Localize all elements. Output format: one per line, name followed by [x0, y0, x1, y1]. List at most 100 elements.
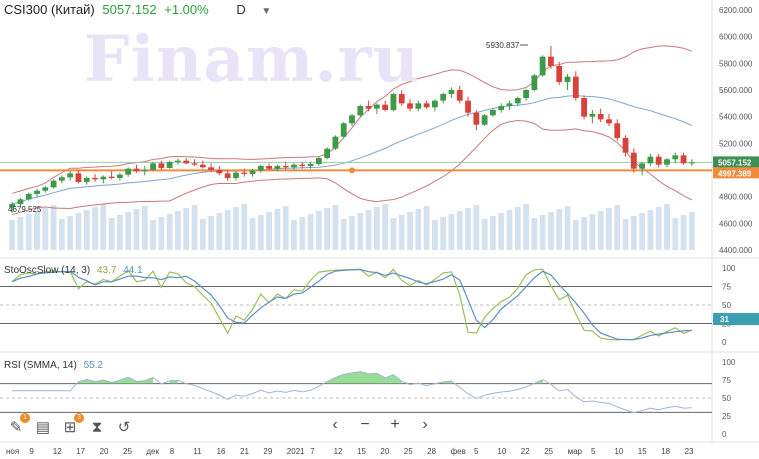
volume-bar: [680, 215, 687, 250]
volume-bar: [175, 211, 181, 250]
candle-body: [630, 152, 637, 169]
volume-bar: [83, 210, 90, 250]
time-tick-label: 9: [29, 447, 34, 456]
volume-bar: [382, 204, 389, 250]
pencil-icon[interactable]: ✎ 1: [5, 413, 30, 438]
candle-body: [199, 164, 206, 168]
candle-body: [514, 98, 521, 104]
volume-bar: [25, 214, 32, 250]
rsi-tick-label: 25: [722, 412, 731, 421]
candle-body: [92, 178, 98, 180]
candle-body: [75, 173, 82, 182]
time-tick-label: 5: [474, 447, 479, 456]
candle-body: [365, 106, 372, 109]
candle-body: [572, 76, 579, 98]
candle-body: [9, 204, 16, 208]
chevron-down-icon[interactable]: ▼: [261, 6, 272, 17]
price-tick-label: 5600.000: [719, 86, 753, 95]
stoch-badge-text: 31: [720, 315, 729, 324]
candle-body: [398, 94, 405, 104]
candle-body: [490, 110, 496, 116]
volume-bar: [67, 216, 74, 250]
settings-sliders-icon[interactable]: ⧗: [91, 418, 103, 436]
rsi-line: [12, 371, 692, 414]
time-tick-label: 25: [544, 447, 553, 456]
volume-bar: [514, 207, 521, 250]
time-tick-label: 22: [521, 447, 530, 456]
candle-body: [539, 56, 546, 76]
symbol-name[interactable]: CSI300 (Китай): [4, 2, 95, 17]
timeframe-selector[interactable]: D: [236, 2, 246, 17]
volume-bar: [324, 208, 331, 250]
toolbar-badge: 3: [74, 413, 84, 423]
candle-body: [423, 103, 430, 108]
price-tick-label: 5400.000: [719, 113, 753, 122]
reset-icon[interactable]: ↺: [117, 419, 131, 436]
candle-body: [498, 106, 505, 110]
volume-bar: [141, 206, 148, 250]
candle-body: [531, 75, 538, 90]
level-badge: [713, 167, 759, 179]
volume-bar: [108, 218, 115, 250]
candle-body: [150, 163, 156, 170]
volume-bar: [158, 217, 165, 250]
scroll-right-button[interactable]: ›: [422, 416, 428, 433]
price-tick-label: 5200.000: [719, 139, 753, 148]
candle-body: [100, 176, 107, 180]
candle-body: [125, 168, 132, 175]
rsi-tick-label: 75: [722, 376, 731, 385]
volume-bar: [589, 214, 596, 250]
low-annotation: 4679.525: [8, 205, 42, 214]
volume-bar: [498, 213, 505, 250]
candle-body: [349, 115, 355, 124]
candle-body: [233, 172, 239, 178]
volume-bar: [415, 209, 422, 250]
bollinger-middle: [11, 94, 693, 205]
candle-body: [440, 94, 447, 101]
rsi-label: RSI (SMMA, 14) 55.2: [4, 360, 103, 371]
rsi-tick-label: 0: [722, 430, 727, 439]
candle-body: [465, 100, 471, 113]
stoch-tick-label: 75: [722, 283, 731, 292]
time-tick-label: 12: [53, 447, 62, 456]
candle-body: [191, 163, 198, 165]
candle-body: [456, 90, 463, 101]
last-price-badge-text: 5057.152: [718, 158, 752, 167]
zoom-in-button[interactable]: +: [390, 416, 400, 433]
candle-body: [688, 162, 695, 164]
candle-body: [249, 170, 256, 174]
candle-body: [25, 194, 32, 200]
document-icon[interactable]: ▤: [35, 419, 51, 436]
time-tick-label: 25: [123, 447, 132, 456]
candle-body: [473, 112, 480, 125]
candle-body: [448, 90, 455, 94]
candle-body: [664, 159, 670, 165]
time-tick-label: 25: [404, 447, 413, 456]
stoch-tick-label: 100: [722, 264, 736, 273]
volume-bar: [390, 218, 397, 250]
candle-body: [274, 166, 281, 169]
volume-bar: [282, 206, 289, 250]
price-tick-label: 4600.000: [719, 219, 753, 228]
candle-body: [266, 166, 273, 169]
volume-bar: [407, 212, 413, 250]
time-tick-label: 23: [685, 447, 694, 456]
current-price: 5057.152: [102, 2, 157, 17]
time-tick-label: фев: [451, 447, 466, 456]
candle-body: [606, 119, 612, 124]
candle-body: [390, 94, 397, 110]
time-tick-label: 28: [427, 447, 436, 456]
candle-body: [672, 155, 679, 160]
candle-body: [208, 167, 214, 170]
add-indicator-icon[interactable]: ⊞ 3: [59, 413, 84, 438]
scroll-left-button[interactable]: ‹: [332, 416, 338, 433]
volume-bar: [398, 215, 405, 250]
zoom-out-button[interactable]: −: [360, 416, 370, 433]
time-tick-label: 15: [357, 447, 366, 456]
time-tick-label: 7: [310, 447, 315, 456]
volume-bar: [249, 218, 256, 250]
volume-bar: [531, 218, 538, 250]
candle-body: [216, 170, 223, 174]
candle-body: [291, 164, 297, 168]
